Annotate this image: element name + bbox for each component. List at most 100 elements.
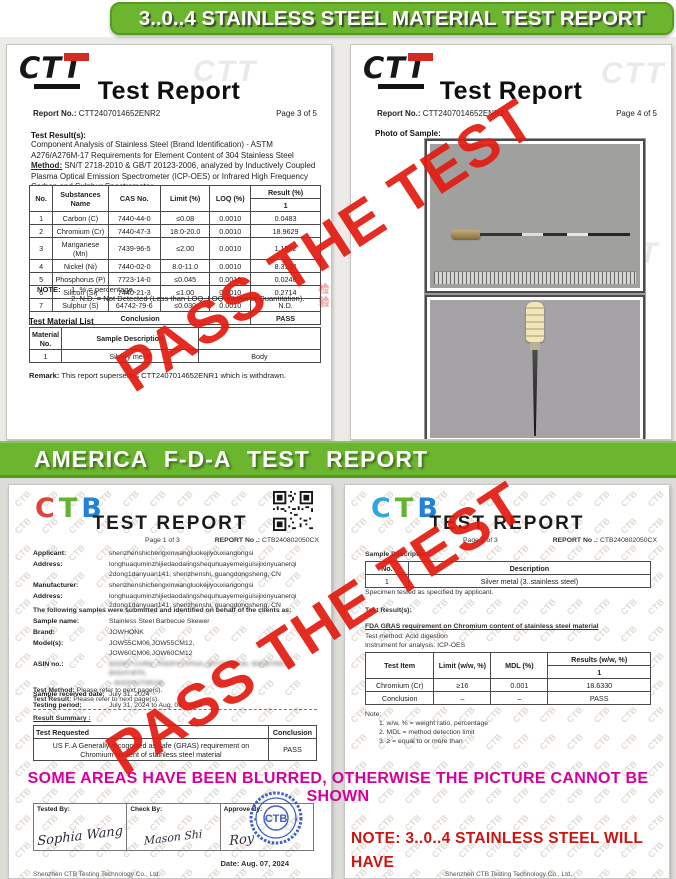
- conclusion-label: Conclusion: [28, 311, 252, 325]
- ctt-logo-tagline-bar: [34, 84, 80, 89]
- page-title: Test Report: [439, 77, 583, 105]
- field-row: Manufacturer: shenzhenshichengxinwangluok…: [33, 581, 254, 589]
- col-header: Result (%): [250, 185, 321, 199]
- field-row: ASIN no.: B0DFFY2VRD, P0DRYYVPGH, B0T3V5N…: [33, 660, 294, 687]
- field-row: Testing period: July 31, 2024 to Aug. 06 …: [33, 701, 203, 709]
- ctb-report-page1: CTB CTB CTB CTB CTB CTB CTB CTB CTB CTB CTB CTB CTB C…: [8, 484, 332, 879]
- qr-code: [273, 491, 313, 531]
- ctb-report-page2: CTB CTB CTB CTB CTB CTB CTB CTB CTB CTB CTB CTB CTB C…: [344, 484, 670, 879]
- dashed-divider: [33, 709, 317, 710]
- col-header: No.: [28, 185, 54, 212]
- result-subheader: 1: [250, 198, 321, 212]
- ctt-reports-section: CTT CTT CTT Test Report Report No.: CTT2…: [0, 37, 676, 441]
- element-results-table: No. Substances Name CAS No. Limit (%) LO…: [28, 185, 321, 325]
- ctt-report-page4: CTT CTT CTT Test Report Report No.: CTT2…: [350, 44, 672, 440]
- report-no-label: Report No.:: [33, 109, 77, 118]
- material-list-table: Material No. Sample Description 1 Silvery…: [29, 327, 322, 363]
- note-label: Note:: [365, 711, 382, 718]
- page-indicator: Page 2 of 3: [463, 537, 498, 544]
- skewer-image: [451, 230, 630, 240]
- table-row: 3 Manganese (Mn) 7439-96-5 ≤2.00 0.0010 1.153…: [28, 237, 321, 260]
- ctt-logo-tagline-bar: [378, 84, 424, 89]
- svg-text:★: ★: [294, 817, 299, 823]
- page-title: Test Report: [97, 77, 241, 105]
- col-header: Test Item: [364, 652, 435, 679]
- note-line: 3. ≥ = equal to or more than: [379, 738, 463, 745]
- approve-by-box: Approve By: Roy: [219, 803, 314, 851]
- red-seal-stamp: 检验: [317, 283, 329, 309]
- ctb-stamp-text: CTB: [265, 813, 288, 825]
- ctb-logo: CTB: [371, 493, 442, 524]
- field-row: Sample name: Stainless Steel Barbecue Ske…: [33, 618, 210, 625]
- test-method-line: Test Method: Please refer to next page(s…: [33, 687, 163, 694]
- skewer-handle: [526, 302, 544, 342]
- samples-intro: The following samples were submitted and…: [33, 607, 292, 614]
- ctt-logo-red-bar: [408, 53, 433, 61]
- ctt-logo-red-bar: [64, 53, 89, 61]
- skewer-handle: [451, 230, 481, 240]
- sample-description-title: Sample Description:: [365, 551, 431, 558]
- report-no-value: CTB240802050CX: [599, 537, 657, 544]
- report-no-label: Report No.:: [377, 109, 421, 118]
- report-no-label: REPORT No .:: [214, 537, 261, 544]
- col-header: MDL (%): [490, 652, 549, 679]
- table-row: 1 Silvery metal Body: [29, 349, 322, 363]
- ctb-reports-section: CTB CTB CTB CTB CTB CTB CTB CTB CTB CTB CTB CTB CTB C…: [0, 469, 676, 879]
- report-header-row: Page 1 of 3 REPORT No .: CTB240802050CX: [9, 537, 319, 544]
- conclusion-row: Conclusion PASS: [28, 311, 321, 325]
- note-block: NOTE: 1. % = percentage. 2. N.D. = Not D…: [37, 285, 317, 303]
- specimen-line: Specimen tested as specified by applican…: [365, 589, 494, 596]
- skewer-blade: [532, 350, 538, 436]
- result-subheader: 1: [547, 665, 651, 679]
- ctt-report-page3: CTT CTT CTT Test Report Report No.: CTT2…: [6, 44, 332, 440]
- result-summary-table: Test Requested Conclusion US F..A Genera…: [33, 725, 318, 761]
- check-by-box: Check By: Mason Shi: [126, 803, 221, 851]
- col-header: CAS No.: [107, 185, 161, 212]
- ctb-stamp: CTB ★ ★: [249, 791, 303, 845]
- field-row: Model(s): JOW55CM06,JOW55CM12, JOW60CM06,…: [33, 640, 195, 657]
- table-row: 1 Silver metal (3..stainless steel): [365, 574, 652, 588]
- table-row: Conclusion – – PASS: [364, 691, 651, 705]
- sample-photo-horizontal: [424, 138, 646, 294]
- page-indicator: Page 1 of 3: [145, 537, 180, 544]
- note-line: 2. MDL = method detection limit: [379, 729, 475, 736]
- signature-row: Tested By: Sophia Wang Check By: Mason S…: [33, 803, 314, 851]
- report-header-row: Report No.: CTT2407014652ENR2 Page 3 of …: [33, 109, 317, 118]
- fda-banner-text: AMERICA F-D-A TEST REPORT: [34, 445, 429, 472]
- top-banner: 3..0..4 STAINLESS STEEL MATERIAL TEST RE…: [110, 2, 674, 35]
- approve-by-label: Approve By:: [223, 806, 263, 813]
- col-header: Substances Name: [52, 185, 109, 212]
- col-header: Results (w/w, %): [547, 652, 651, 666]
- instrument-line: Instrument for analysis: ICP-OES: [365, 642, 466, 649]
- table-row: 1 Carbon (C) 7440-44-0 ≤0.08 0.0010 0.0483: [28, 211, 321, 225]
- ctt-ghost-watermark: CTT: [601, 57, 666, 90]
- col-header: Conclusion: [267, 725, 318, 739]
- check-by-label: Check By:: [130, 806, 163, 813]
- test-result-line: Test Result: Please refer to next page(s…: [33, 696, 160, 703]
- col-header: Limit (w/w, %): [433, 652, 492, 679]
- applicant-fields: Applicant: shenzhenshichengxinwangluokeji…: [33, 549, 319, 612]
- test-results-label: Test Result(s):: [365, 607, 412, 614]
- fda-banner: AMERICA F-D-A TEST REPORT: [0, 441, 676, 478]
- chromium-results-table: Test Item Limit (w/w, %) MDL (%) Results…: [364, 652, 651, 705]
- ctt-ghost-watermark: CTT: [193, 55, 258, 88]
- svg-text:★: ★: [253, 817, 258, 823]
- test-method-line: Test method: Acid digestion: [365, 633, 448, 640]
- field-row: Address: longhuaquminzhijiedaodalingshequ…: [33, 592, 297, 610]
- report-no-label: REPORT No .:: [552, 537, 599, 544]
- conclusion-value: PASS: [250, 311, 321, 325]
- table-row: 7 Sulphur (S) 64742-79-6 ≤0.030 0.0010 N.D.: [28, 298, 321, 312]
- report-header-row: Page 2 of 3 REPORT No .: CTB240802050CX: [345, 537, 657, 544]
- lab-footer: Shenzhen CTB Testing Technology Co., Ltd…: [445, 871, 573, 878]
- test-results-label: Test Result(s):: [31, 131, 86, 140]
- col-header: Limit (%): [159, 185, 211, 212]
- tested-by-label: Tested By:: [37, 806, 70, 813]
- field-row: Brand: JOWHONK: [33, 629, 144, 637]
- top-banner-text: 3..0..4 STAINLESS STEEL MATERIAL TEST RE…: [138, 6, 646, 30]
- remark-label: Remark:: [29, 371, 60, 380]
- sample-photo-vertical: [424, 294, 646, 439]
- field-row: Sample received date: July 31, 2024: [33, 690, 150, 698]
- magnetic-note: NOTE: 3..0..4 STAINLESS STEEL WILL HAVE …: [351, 830, 643, 872]
- result-summary-title: Result Summary :: [33, 715, 91, 722]
- field-row: Address: longhuaquminzhijiedaodalingshequ…: [33, 561, 297, 578]
